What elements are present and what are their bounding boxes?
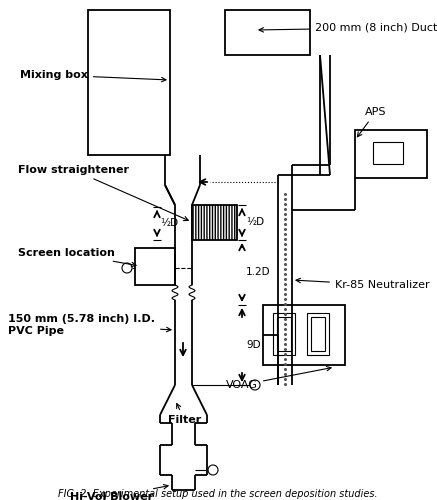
Text: Kr-85 Neutralizer: Kr-85 Neutralizer xyxy=(296,278,430,290)
Text: Screen location: Screen location xyxy=(18,248,136,266)
Text: FIG. 2  Experimental setup used in the screen deposition studies.: FIG. 2 Experimental setup used in the sc… xyxy=(58,489,378,499)
Bar xyxy=(273,313,295,355)
Text: Flow straightener: Flow straightener xyxy=(18,165,188,220)
Text: Filter: Filter xyxy=(168,404,201,425)
Text: 150 mm (5.78 inch) I.D.
PVC Pipe: 150 mm (5.78 inch) I.D. PVC Pipe xyxy=(8,314,171,336)
Bar xyxy=(192,205,237,240)
Bar xyxy=(373,142,403,164)
Bar xyxy=(307,313,329,355)
Text: Mixing box: Mixing box xyxy=(20,70,166,82)
Bar xyxy=(277,317,291,351)
Text: 200 mm (8 inch) Duct: 200 mm (8 inch) Duct xyxy=(259,23,437,33)
Text: APS: APS xyxy=(357,107,386,137)
Text: Hi-Vol Blower: Hi-Vol Blower xyxy=(70,484,168,500)
Bar xyxy=(135,248,175,285)
Bar xyxy=(355,130,427,178)
Text: ½D: ½D xyxy=(246,217,264,227)
Text: ½D: ½D xyxy=(160,218,178,228)
Bar xyxy=(311,317,325,351)
Text: 1.2D: 1.2D xyxy=(246,267,271,277)
Bar xyxy=(263,305,345,365)
Bar xyxy=(88,10,170,155)
Bar xyxy=(225,10,310,55)
Text: VOAG: VOAG xyxy=(226,366,331,390)
Text: 9D: 9D xyxy=(246,340,260,350)
